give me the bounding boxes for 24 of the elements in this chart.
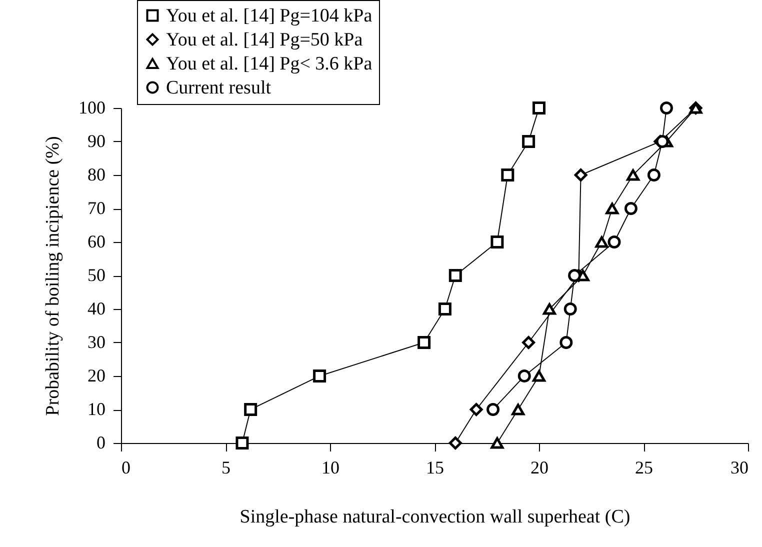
legend-label: You et al. [14] Pg< 3.6 kPa xyxy=(166,54,373,74)
x-tick-label: 5 xyxy=(222,458,230,478)
y-tick-label: 30 xyxy=(88,332,106,352)
y-tick-label: 90 xyxy=(88,131,106,151)
y-tick-label: 40 xyxy=(88,298,106,318)
y-tick-label: 100 xyxy=(78,98,106,118)
x-axis-title: Single-phase natural-convection wall superheat (C) xyxy=(240,506,630,528)
legend-label: You et al. [14] Pg=104 kPa xyxy=(166,6,373,26)
y-tick-label: 10 xyxy=(88,399,106,419)
x-tick-label: 15 xyxy=(426,458,444,478)
y-tick-label: 20 xyxy=(88,366,106,386)
x-tick-label: 10 xyxy=(322,458,340,478)
y-tick-label: 80 xyxy=(88,164,106,184)
x-tick-label: 25 xyxy=(635,458,653,478)
y-axis-title: Probability of boiling incipience (%) xyxy=(42,136,64,416)
legend-label: Current result xyxy=(166,78,272,98)
x-tick-label: 20 xyxy=(530,458,548,478)
y-tick-label: 70 xyxy=(88,198,106,218)
y-tick-label: 50 xyxy=(88,265,106,285)
x-tick-label: 30 xyxy=(730,458,748,478)
x-tick-label: 0 xyxy=(122,458,130,478)
y-tick-label: 0 xyxy=(96,432,106,452)
legend-label: You et al. [14] Pg=50 kPa xyxy=(166,30,364,50)
y-tick-label: 60 xyxy=(88,232,106,252)
